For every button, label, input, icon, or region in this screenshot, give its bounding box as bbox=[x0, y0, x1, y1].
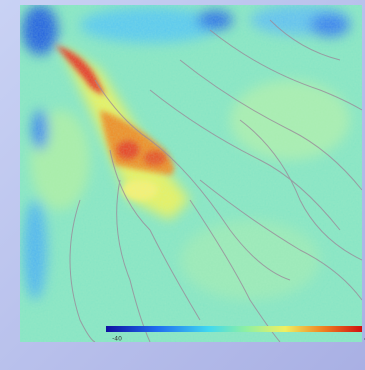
colorbar bbox=[106, 326, 362, 332]
heatmap bbox=[20, 5, 362, 342]
page: -40 40 (() => { const data = JSON.parse(… bbox=[0, 0, 365, 370]
screen: -40 40 bbox=[0, 0, 365, 370]
colorbar-min-label: -40 bbox=[112, 336, 122, 343]
